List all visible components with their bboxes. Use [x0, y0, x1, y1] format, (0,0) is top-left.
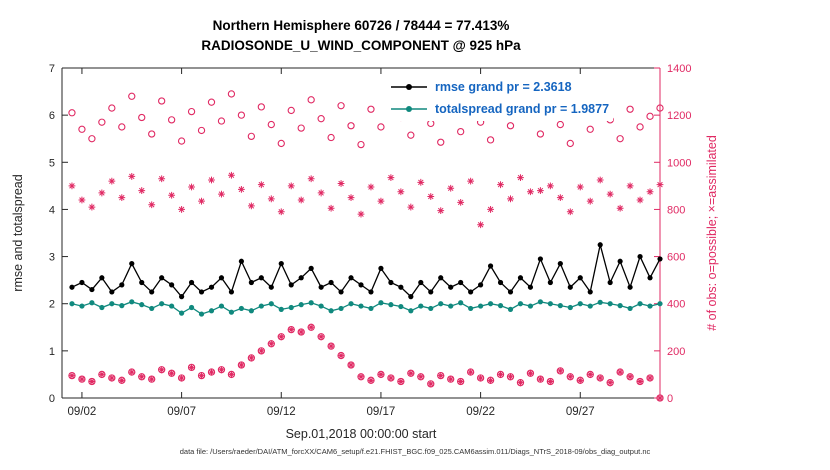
svg-text:09/17: 09/17: [367, 406, 396, 418]
chart-title-line1: Northern Hemisphere 60726 / 78444 = 77.4…: [212, 18, 510, 33]
svg-text:0: 0: [667, 393, 673, 405]
x-axis-ticks: 09/02 09/07 09/12 09/17 09/22 09/27: [68, 68, 595, 418]
svg-text:09/02: 09/02: [68, 406, 97, 418]
legend-item-totalspread: totalspread grand pr = 1.9877: [390, 98, 609, 120]
svg-text:3: 3: [49, 252, 55, 264]
svg-text:400: 400: [667, 299, 685, 311]
svg-text:800: 800: [667, 204, 685, 216]
svg-text:4: 4: [49, 204, 55, 216]
totalspread-series: [69, 299, 663, 317]
legend-sample-totalspread-line-icon: [391, 106, 427, 112]
x-axis-label: Sep.01,2018 00:00:00 start: [286, 427, 437, 441]
legend-sample-rmse-line-icon: [391, 84, 427, 90]
legend: rmse grand pr = 2.3618 totalspread grand…: [386, 75, 614, 121]
svg-text:09/22: 09/22: [466, 406, 495, 418]
y-axis-label-right: # of obs: o=possible; ×=assimilated: [705, 135, 719, 331]
data-file-caption: data file: /Users/raeder/DAI/ATM_forcXX/…: [179, 447, 651, 456]
chart-title: Northern Hemisphere 60726 / 78444 = 77.4…: [62, 17, 660, 55]
rmse-series: [69, 242, 663, 300]
svg-text:7: 7: [49, 63, 55, 75]
svg-text:09/12: 09/12: [267, 406, 296, 418]
legend-label-rmse: rmse grand pr = 2.3618: [435, 80, 572, 94]
svg-text:09/27: 09/27: [566, 406, 595, 418]
y-axis-right-ticks: 0 200 400 600 800 1000 1200 1400: [654, 63, 691, 405]
offsynoptic-obs-series: [68, 323, 664, 402]
chart-title-line2: RADIOSONDE_U_WIND_COMPONENT @ 925 hPa: [201, 38, 521, 53]
svg-text:6: 6: [49, 110, 55, 122]
y-axis-left-ticks: 0 1 2 3 4 5 6 7: [49, 63, 68, 405]
svg-text:600: 600: [667, 252, 685, 264]
svg-text:09/07: 09/07: [167, 406, 196, 418]
svg-text:2: 2: [49, 299, 55, 311]
svg-text:1200: 1200: [667, 110, 691, 122]
svg-text:1000: 1000: [667, 157, 691, 169]
assimilated-obs-series: [68, 171, 664, 229]
legend-item-rmse: rmse grand pr = 2.3618: [390, 76, 609, 98]
axes-box: [61, 67, 661, 399]
legend-label-totalspread: totalspread grand pr = 1.9877: [435, 102, 610, 116]
svg-text:5: 5: [49, 157, 55, 169]
svg-text:0: 0: [49, 393, 55, 405]
svg-text:1: 1: [49, 346, 55, 358]
svg-text:1400: 1400: [667, 63, 691, 75]
y-axis-label-left: rmse and totalspread: [11, 174, 25, 291]
svg-text:200: 200: [667, 346, 685, 358]
